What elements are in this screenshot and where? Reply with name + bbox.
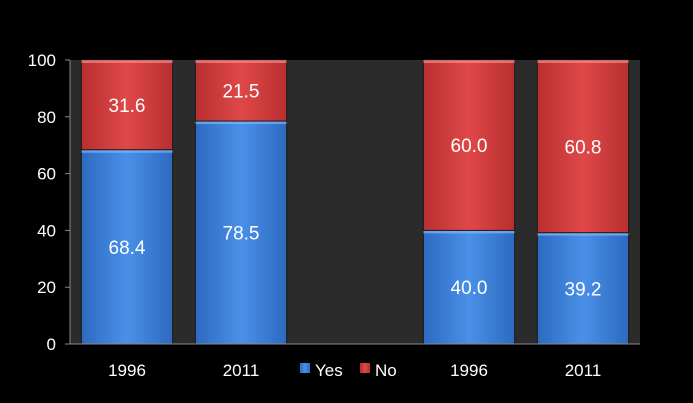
bar-highlight-yes-0 <box>81 149 173 153</box>
y-tick-label-1: 20 <box>37 278 56 297</box>
legend-label-yes: Yes <box>315 361 343 380</box>
y-tick-label-5: 100 <box>28 51 56 70</box>
data-label-yes-3: 40.0 <box>451 278 488 299</box>
x-tick-label-0: 1996 <box>108 361 146 380</box>
legend-swatch-yes <box>300 363 310 373</box>
legend-label-no: No <box>375 361 397 380</box>
bar-highlight-yes-3 <box>423 230 515 234</box>
y-tick-label-0: 0 <box>47 335 56 354</box>
data-label-no-0: 31.6 <box>109 96 146 117</box>
x-tick-label-3: 1996 <box>450 361 488 380</box>
y-tick-label-3: 60 <box>37 165 56 184</box>
data-label-no-1: 21.5 <box>223 82 260 103</box>
bar-highlight-yes-1 <box>195 121 287 125</box>
bar-no-4 <box>536 59 630 234</box>
legend-swatch-no <box>360 363 370 373</box>
bar-yes-3 <box>422 229 516 345</box>
bar-no-1 <box>194 59 288 122</box>
data-label-no-3: 60.0 <box>451 136 488 157</box>
y-tick-label-4: 80 <box>37 108 56 127</box>
bar-highlight-no-0 <box>81 60 173 63</box>
bar-highlight-no-4 <box>537 60 629 63</box>
y-tick-label-2: 40 <box>37 221 56 240</box>
x-tick-label-4: 2011 <box>565 361 602 380</box>
data-label-yes-0: 68.4 <box>109 238 146 259</box>
bar-yes-0 <box>80 149 174 345</box>
bar-highlight-yes-4 <box>537 232 629 236</box>
bar-yes-4 <box>536 232 630 345</box>
data-label-yes-1: 78.5 <box>223 224 260 245</box>
bar-no-3 <box>422 59 516 231</box>
data-label-yes-4: 39.2 <box>565 279 602 300</box>
bar-yes-1 <box>194 120 288 345</box>
bar-highlight-no-1 <box>195 60 287 63</box>
bar-no-0 <box>80 59 174 151</box>
data-label-no-4: 60.8 <box>565 137 602 158</box>
x-tick-label-1: 2011 <box>223 361 260 380</box>
bar-highlight-no-3 <box>423 60 515 63</box>
